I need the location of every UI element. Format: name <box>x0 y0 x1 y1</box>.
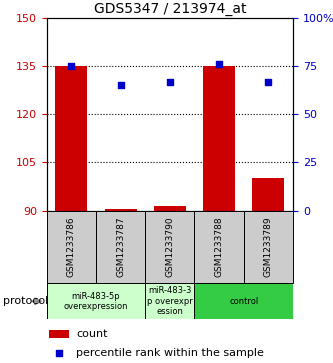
Bar <box>145 211 194 283</box>
Bar <box>96 211 145 283</box>
Text: miR-483-5p
overexpression: miR-483-5p overexpression <box>64 291 128 311</box>
Bar <box>194 283 293 319</box>
Point <box>266 79 271 85</box>
Bar <box>105 209 137 211</box>
Text: GSM1233786: GSM1233786 <box>67 216 76 277</box>
Text: GSM1233790: GSM1233790 <box>165 216 174 277</box>
Title: GDS5347 / 213974_at: GDS5347 / 213974_at <box>94 2 246 16</box>
Text: control: control <box>229 297 258 306</box>
Bar <box>145 283 194 319</box>
Point <box>167 79 172 85</box>
Bar <box>203 66 235 211</box>
Bar <box>252 179 284 211</box>
Text: GSM1233788: GSM1233788 <box>214 216 224 277</box>
Text: protocol: protocol <box>3 296 49 306</box>
Point <box>69 64 74 69</box>
Bar <box>47 211 96 283</box>
Bar <box>47 283 145 319</box>
Text: count: count <box>76 329 108 339</box>
Bar <box>154 206 186 211</box>
Bar <box>194 211 244 283</box>
Text: percentile rank within the sample: percentile rank within the sample <box>76 348 264 358</box>
Bar <box>49 330 69 338</box>
Point <box>56 351 62 356</box>
Text: GSM1233787: GSM1233787 <box>116 216 125 277</box>
Text: GSM1233789: GSM1233789 <box>264 216 273 277</box>
Bar <box>244 211 293 283</box>
Point <box>216 61 222 67</box>
Text: miR-483-3
p overexpr
ession: miR-483-3 p overexpr ession <box>147 286 193 316</box>
Bar <box>55 66 87 211</box>
Point <box>118 82 123 88</box>
